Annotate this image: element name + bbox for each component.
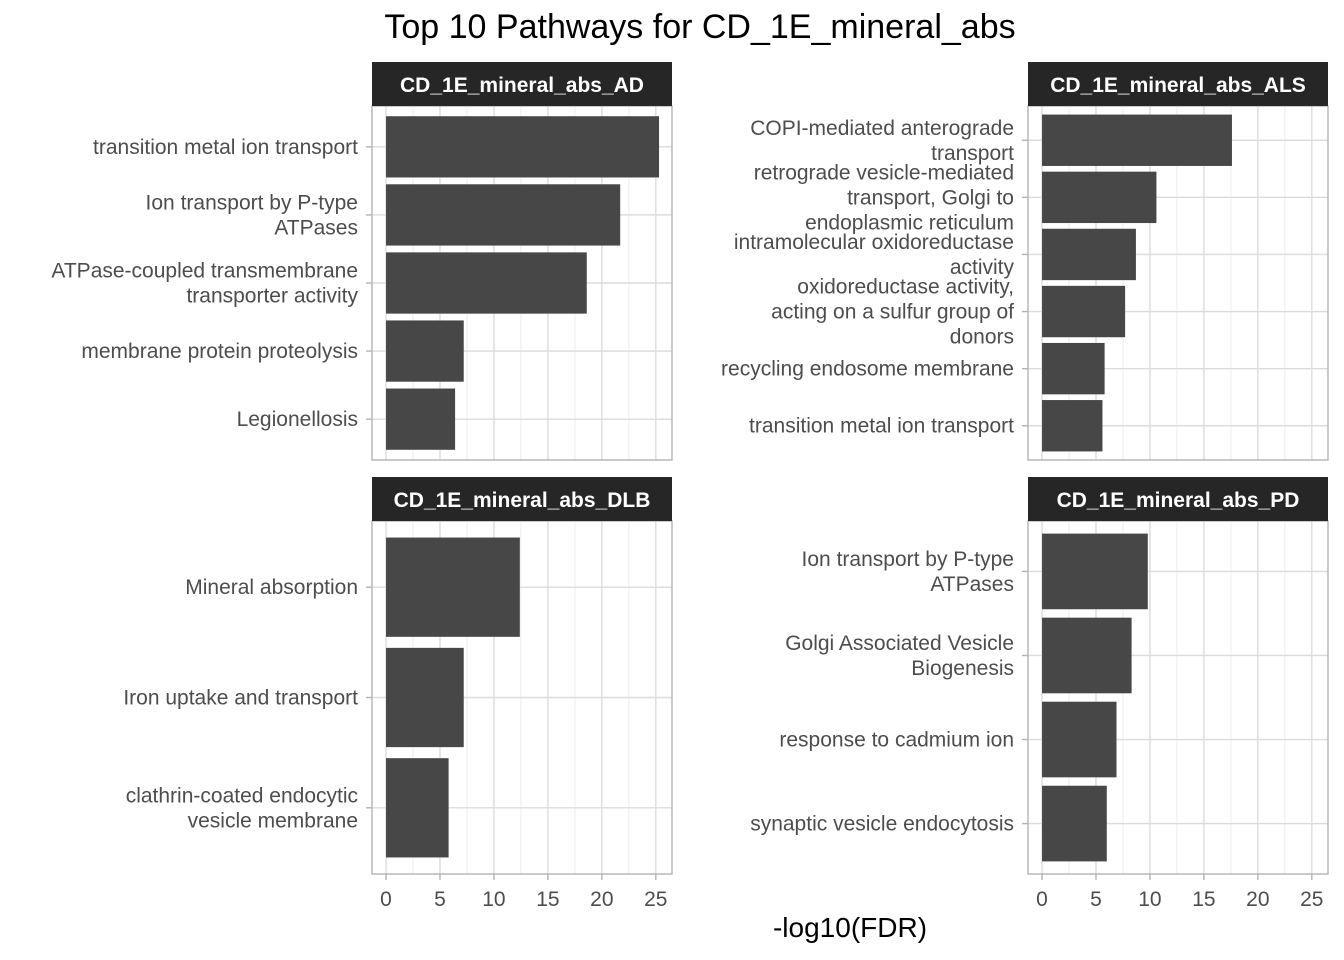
y-tick-label: membrane protein proteolysis: [81, 340, 358, 363]
y-tick-label: Mineral absorption: [185, 576, 358, 599]
bar: [1042, 342, 1105, 395]
bar: [1042, 400, 1103, 452]
y-tick-label: transition metal ion transport: [749, 415, 1014, 438]
bar: [386, 758, 449, 858]
panel-strip-label: CD_1E_mineral_abs_PD: [1057, 489, 1300, 512]
y-tick-label: Golgi Associated Vesicle: [785, 632, 1014, 655]
y-tick-label: clathrin-coated endocytic: [126, 784, 358, 807]
chart-title: Top 10 Pathways for CD_1E_mineral_abs: [384, 8, 1016, 46]
y-tick-label: Ion transport by P-type: [146, 191, 358, 214]
x-tick-label: 25: [644, 888, 667, 911]
y-tick-label: Biogenesis: [911, 657, 1014, 680]
x-tick-label: 5: [434, 888, 446, 911]
y-tick-label: transport: [931, 142, 1014, 165]
x-tick-label: 10: [482, 888, 505, 911]
y-tick-label: intramolecular oxidoreductase: [734, 231, 1014, 254]
bar: [1042, 785, 1107, 862]
bar: [1042, 701, 1117, 778]
y-tick-label: recycling endosome membrane: [721, 358, 1014, 381]
panel-strip: [372, 477, 672, 521]
y-tick-label: ATPase-coupled transmembrane: [51, 260, 358, 283]
bar: [1042, 228, 1136, 281]
y-tick-label: transport, Golgi to: [847, 186, 1014, 209]
y-tick-label: Ion transport by P-type: [802, 548, 1014, 571]
bar: [386, 116, 660, 178]
x-tick-label: 0: [380, 888, 392, 911]
panel-strip: [1028, 477, 1328, 521]
panel-strip-label: CD_1E_mineral_abs_ALS: [1050, 74, 1306, 97]
x-tick-label: 20: [1246, 888, 1269, 911]
y-tick-label: transition metal ion transport: [93, 136, 358, 159]
bar: [386, 388, 456, 450]
x-axis-title: -log10(FDR): [772, 912, 928, 943]
bar: [386, 537, 520, 637]
y-tick-label: oxidoreductase activity,: [797, 276, 1014, 299]
y-tick-label: synaptic vesicle endocytosis: [750, 813, 1014, 836]
x-tick-label: 0: [1036, 888, 1048, 911]
x-tick-label: 25: [1300, 888, 1323, 911]
y-tick-label: acting on a sulfur group of: [771, 301, 1014, 324]
x-tick-label: 15: [1192, 888, 1215, 911]
y-tick-label: activity: [950, 256, 1015, 279]
bar: [1042, 617, 1132, 694]
y-tick-label: ATPases: [930, 573, 1014, 596]
bar: [386, 647, 464, 748]
bar: [386, 184, 621, 246]
x-tick-label: 15: [536, 888, 559, 911]
y-tick-label: Iron uptake and transport: [123, 687, 358, 710]
bar: [1042, 171, 1157, 224]
y-tick-label: ATPases: [274, 216, 358, 239]
x-tick-label: 20: [590, 888, 613, 911]
bar: [1042, 533, 1148, 610]
panel-strip: [372, 62, 672, 106]
y-tick-label: Legionellosis: [237, 408, 358, 431]
y-tick-label: COPI-mediated anterograde: [750, 117, 1014, 140]
bar: [1042, 285, 1126, 338]
y-tick-label: transporter activity: [186, 285, 358, 308]
y-tick-label: endoplasmic reticulum: [805, 211, 1014, 234]
x-tick-label: 5: [1090, 888, 1102, 911]
y-tick-label: vesicle membrane: [188, 809, 358, 832]
y-tick-label: donors: [950, 326, 1014, 349]
y-tick-label: response to cadmium ion: [779, 729, 1014, 752]
bar: [1042, 114, 1232, 166]
bar: [386, 252, 587, 314]
panel-strip: [1028, 62, 1328, 106]
y-tick-label: retrograde vesicle-mediated: [754, 161, 1014, 184]
x-tick-label: 10: [1138, 888, 1161, 911]
panel-strip-label: CD_1E_mineral_abs_AD: [400, 74, 644, 97]
bar: [386, 320, 464, 382]
panel-strip-label: CD_1E_mineral_abs_DLB: [394, 489, 651, 512]
